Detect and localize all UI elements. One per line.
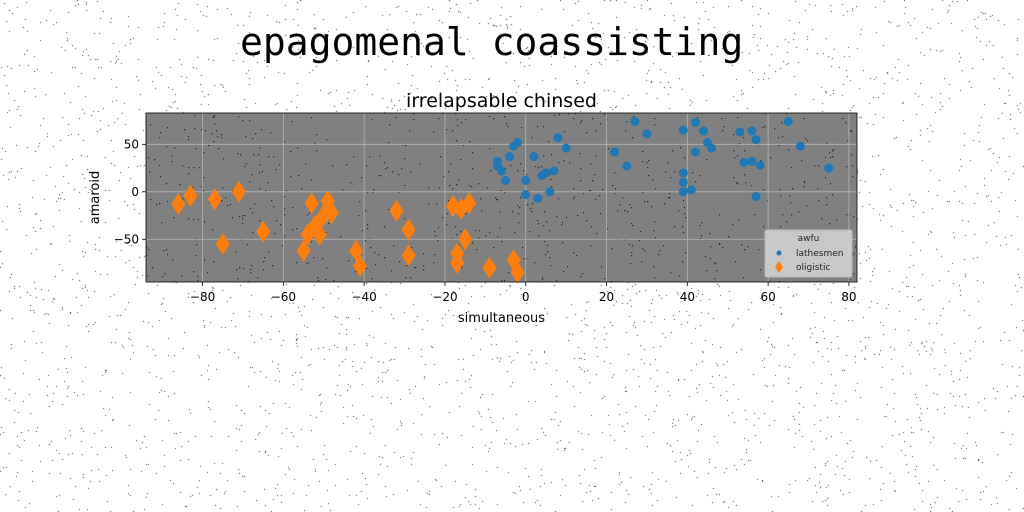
x-tick-label: −80 bbox=[190, 290, 215, 304]
point-lathesmen bbox=[824, 163, 834, 173]
x-axis-ticks: −80 −60 −40 −20 0 20 40 60 80 bbox=[190, 282, 857, 304]
legend-box bbox=[764, 229, 853, 278]
legend-label-lathesmen: lathesmen bbox=[796, 249, 843, 259]
x-tick-label: −40 bbox=[351, 290, 376, 304]
point-lathesmen bbox=[678, 125, 688, 135]
point-lathesmen bbox=[533, 193, 543, 203]
y-tick-label: −50 bbox=[114, 232, 139, 246]
point-lathesmen bbox=[521, 190, 531, 200]
point-oligistic bbox=[458, 228, 473, 251]
point-oligistic bbox=[171, 193, 186, 216]
point-oligistic bbox=[462, 192, 477, 215]
point-oligistic bbox=[389, 199, 404, 222]
point-lathesmen bbox=[545, 187, 555, 197]
plot-area bbox=[146, 113, 857, 282]
legend-entries: lathesmen oligistic bbox=[775, 249, 843, 273]
point-oligistic bbox=[510, 261, 525, 284]
point-lathesmen bbox=[690, 147, 700, 157]
point-lathesmen bbox=[747, 126, 757, 136]
legend-marker-oligistic bbox=[775, 261, 783, 273]
point-oligistic bbox=[450, 252, 465, 275]
point-lathesmen bbox=[501, 175, 511, 185]
point-lathesmen bbox=[513, 137, 523, 147]
point-oligistic bbox=[296, 239, 311, 262]
point-lathesmen bbox=[707, 143, 717, 153]
point-lathesmen bbox=[795, 141, 805, 151]
x-tick-label: 20 bbox=[599, 290, 614, 304]
y-tick-label: 50 bbox=[124, 137, 139, 151]
point-lathesmen bbox=[553, 133, 563, 143]
point-lathesmen bbox=[642, 129, 652, 139]
legend-title: awfu bbox=[798, 234, 820, 244]
x-axis-label: simultaneous bbox=[458, 311, 545, 326]
point-oligistic bbox=[324, 201, 339, 224]
point-lathesmen bbox=[678, 168, 688, 178]
point-lathesmen bbox=[747, 156, 757, 166]
point-oligistic bbox=[256, 220, 271, 243]
point-lathesmen bbox=[561, 143, 571, 153]
x-tick-label: 0 bbox=[522, 290, 530, 304]
point-oligistic bbox=[207, 188, 222, 211]
x-tick-label: −60 bbox=[271, 290, 296, 304]
x-tick-label: −20 bbox=[432, 290, 457, 304]
point-lathesmen bbox=[751, 135, 761, 145]
point-oligistic bbox=[215, 233, 230, 256]
point-lathesmen bbox=[678, 187, 688, 197]
point-oligistic bbox=[401, 244, 416, 267]
point-lathesmen bbox=[739, 157, 749, 167]
point-oligistic bbox=[304, 192, 319, 215]
point-lathesmen bbox=[622, 161, 632, 171]
y-tick-label: 0 bbox=[131, 185, 139, 199]
point-lathesmen bbox=[690, 117, 700, 127]
x-tick-label: 80 bbox=[841, 290, 856, 304]
point-oligistic bbox=[300, 223, 315, 246]
point-oligistic bbox=[183, 184, 198, 207]
point-lathesmen bbox=[505, 152, 515, 162]
point-lathesmen bbox=[755, 160, 765, 170]
point-lathesmen bbox=[783, 117, 793, 127]
point-oligistic bbox=[312, 223, 327, 246]
x-tick-label: 60 bbox=[760, 290, 775, 304]
point-oligistic bbox=[401, 218, 416, 241]
point-lathesmen bbox=[698, 126, 708, 136]
point-lathesmen bbox=[735, 127, 745, 137]
point-lathesmen bbox=[497, 166, 506, 176]
data-points bbox=[171, 117, 834, 284]
plot-frame bbox=[145, 112, 858, 283]
y-axis-label: amaroid bbox=[88, 171, 103, 224]
x-tick-label: 40 bbox=[680, 290, 695, 304]
point-oligistic bbox=[231, 180, 246, 203]
point-oligistic bbox=[482, 256, 497, 279]
point-lathesmen bbox=[630, 117, 640, 127]
figure-suptitle: epagomenal coassisting bbox=[240, 20, 744, 64]
point-lathesmen bbox=[686, 185, 696, 195]
point-lathesmen bbox=[678, 177, 688, 187]
point-lathesmen bbox=[541, 168, 551, 178]
y-axis-ticks: −50 0 50 bbox=[114, 137, 146, 246]
point-oligistic bbox=[349, 239, 364, 262]
point-oligistic bbox=[353, 254, 368, 277]
legend: awfu lathesmen oligistic bbox=[764, 229, 853, 278]
chart-title: irrelapsable chinsed bbox=[406, 90, 597, 112]
point-lathesmen bbox=[610, 147, 620, 157]
point-lathesmen bbox=[751, 192, 761, 202]
point-lathesmen bbox=[521, 175, 531, 185]
point-lathesmen bbox=[529, 152, 539, 162]
legend-marker-lathesmen bbox=[776, 250, 782, 256]
point-lathesmen bbox=[549, 166, 559, 176]
legend-label-oligistic: oligistic bbox=[796, 263, 830, 273]
